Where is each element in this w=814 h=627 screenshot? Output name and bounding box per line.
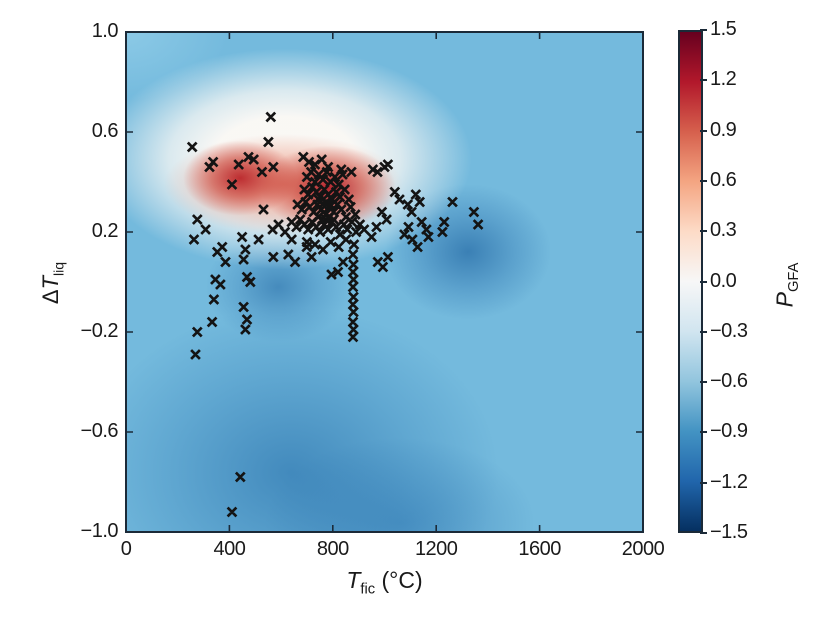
x-axis-label-unit: (°C) — [375, 567, 423, 593]
colorbar-tick-label: 0.6 — [710, 168, 737, 191]
y-tick-label: −1.0 — [80, 520, 119, 542]
scatter-markers — [186, 111, 484, 518]
x-axis-label-subscript: fic — [360, 581, 376, 598]
x-tick-label: 400 — [213, 538, 246, 560]
colorbar-label-symbol: P — [771, 292, 798, 308]
colorbar-tick-label: 1.5 — [710, 18, 737, 40]
colorbar-tick-label: 1.2 — [710, 68, 737, 91]
colorbar-tick-mark — [700, 79, 707, 82]
colorbar-tick-label: −0.6 — [710, 370, 748, 393]
x-axis-label: Tfic (°C) — [125, 567, 644, 597]
colorbar-tick-label: −1.5 — [710, 521, 748, 543]
y-tick-label: −0.6 — [80, 420, 119, 442]
colorbar-tick-mark — [700, 381, 707, 384]
plot-frame — [125, 31, 644, 533]
colorbar-tick-mark — [700, 129, 707, 132]
colorbar-tick-label: −0.9 — [710, 420, 748, 443]
x-tick-label: 1200 — [414, 538, 458, 560]
colorbar-tick-mark — [700, 230, 707, 233]
colorbar-tick-label: 0.9 — [710, 118, 737, 141]
colorbar-label-subscript: GFA — [786, 262, 803, 293]
colorbar-tick-mark — [700, 179, 707, 182]
y-axis-label-symbol: T — [38, 275, 63, 290]
colorbar-tick-label: −1.2 — [710, 470, 748, 493]
x-tick-label: 800 — [316, 538, 349, 560]
colorbar-tick-mark — [700, 280, 707, 283]
colorbar-tick-label: −0.3 — [710, 319, 748, 342]
x-axis-label-symbol: T — [346, 567, 361, 593]
colorbar-tick-mark — [700, 330, 707, 333]
y-axis-label: ΔTliq — [38, 261, 67, 305]
colorbar-tick-label: 0.3 — [710, 219, 737, 242]
x-tick-label: 2000 — [621, 538, 665, 560]
colorbar-tick-label: 0.0 — [710, 269, 737, 292]
colorbar-tick-mark — [700, 29, 707, 31]
axis-tick-marks — [125, 31, 644, 533]
scatter-overlay — [125, 31, 644, 533]
y-axis-label-prefix: Δ — [38, 289, 63, 305]
x-tick-label: 0 — [120, 538, 132, 560]
colorbar-tick-mark — [700, 431, 707, 434]
y-tick-label: −0.2 — [80, 320, 119, 342]
heatmap-plot — [125, 31, 644, 533]
colorbar-label: PGFA — [771, 262, 803, 308]
y-axis-label-subscript: liq — [50, 261, 67, 276]
colorbar-tick-mark — [700, 481, 707, 484]
x-tick-label: 1600 — [518, 538, 561, 560]
y-tick-label: 0.6 — [91, 120, 119, 142]
y-tick-label: 1.0 — [91, 20, 119, 42]
y-tick-label: 0.2 — [91, 220, 119, 242]
colorbar-tick-mark — [700, 532, 707, 534]
